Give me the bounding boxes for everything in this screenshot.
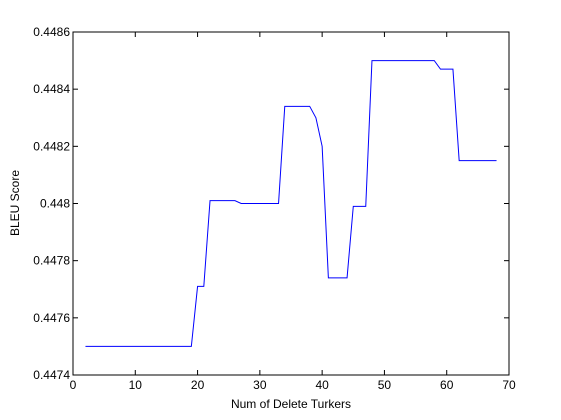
x-tick-label: 20 <box>191 378 205 392</box>
x-tick-label: 40 <box>315 378 329 392</box>
y-tick-label: 0.4474 <box>33 368 70 382</box>
x-tick-label: 0 <box>70 378 77 392</box>
series-layer <box>85 60 497 347</box>
x-tick-label: 60 <box>440 378 454 392</box>
x-tick-label: 10 <box>129 378 143 392</box>
y-tick-label: 0.4484 <box>33 82 70 96</box>
plot-area <box>72 31 510 376</box>
series-line-0 <box>85 60 497 347</box>
y-tick-label: 0.4478 <box>33 254 70 268</box>
y-axis-label: BLEU Score <box>8 170 22 236</box>
y-tick-label: 0.4486 <box>33 25 70 39</box>
x-axis-label: Num of Delete Turkers <box>231 397 351 411</box>
y-tick-label: 0.448 <box>40 197 70 211</box>
x-tick-label: 50 <box>378 378 392 392</box>
x-tick-label: 70 <box>502 378 516 392</box>
x-tick-label: 30 <box>253 378 267 392</box>
y-tick-label: 0.4482 <box>33 139 70 153</box>
y-tick-label: 0.4476 <box>33 311 70 325</box>
axis-ticks: 0 10 20 30 40 50 60 70 0.4474 0.4476 0.4478 0.448 0.… <box>33 25 516 392</box>
